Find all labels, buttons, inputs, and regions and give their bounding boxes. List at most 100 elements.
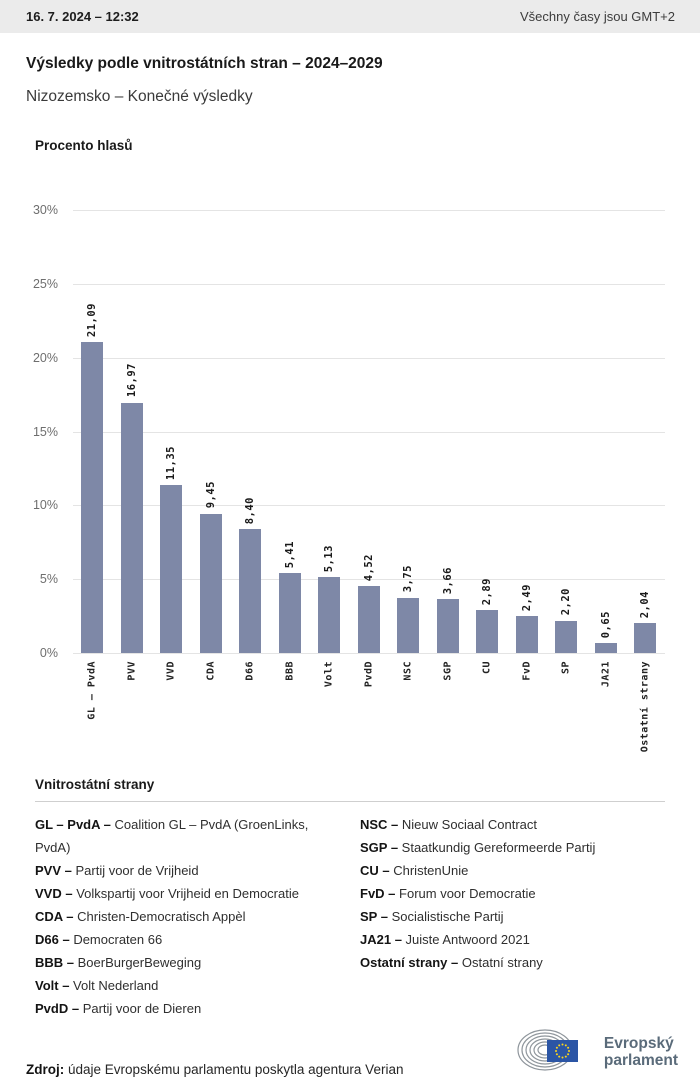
bar-value-label: 3,66 [441,566,454,594]
source-label: Zdroj: [26,1061,65,1077]
eu-parliament-logo: Evropský parlament [517,1024,678,1080]
party-name: ChristenUnie [389,863,469,878]
bar-CU [476,610,498,653]
bar-GL – PvdA [81,341,103,653]
bar-SP [555,620,577,653]
gridline [73,579,665,581]
party-name: Staatkundig Gereformeerde Partij [398,840,596,855]
party-name: Forum voor Democratie [395,886,536,901]
y-axis-tick-label: 15% [32,424,58,439]
x-axis-category-label: VVD [165,661,177,681]
party-name: Partij voor de Dieren [79,1001,202,1016]
legend-column-right: NSC – Nieuw Sociaal Contract SGP – Staatk… [360,813,675,1020]
party-name: Volkspartij voor Vrijheid en Democratie [72,886,299,901]
bar-SGP [436,598,459,653]
party-abbreviation: D66 – [35,932,70,947]
bar-chart: 0% 5% 10% 15% 20% 25% 30% 21,09 GL – PvdA 16,97 PV… [32,203,665,753]
x-axis-category-label: FvD [521,661,532,681]
party-name: Juiste Antwoord 2021 [401,932,530,947]
party-legend-title: Vnitrostátní strany [35,777,155,792]
bar-value-label: 11,35 [165,446,177,481]
x-axis-category-label: D66 [244,661,256,681]
legend-item: PVV – Partij voor de Vrijheid [35,859,330,882]
party-name: Partij voor de Vrijheid [71,863,199,878]
y-axis-tick-label: 25% [32,277,58,291]
bar-CDA [199,513,222,653]
eu-flag-icon [546,1040,578,1062]
y-axis-tick-label: 20% [32,350,58,365]
legend-item: PvdD – Partij voor de Dieren [35,997,330,1020]
party-legend: GL – PvdA – Coalition GL – PvdA (GroenLi… [35,813,675,1020]
party-abbreviation: PvdD – [35,1001,80,1016]
legend-item: GL – PvdA – Coalition GL – PvdA (GroenLi… [35,813,330,859]
legend-item: NSC – Nieuw Sociaal Contract [360,813,675,836]
gridline [73,653,665,654]
eu-parliament-hemicycle-icon [517,1029,578,1071]
source-text: údaje Evropskému parlamentu poskytla age… [68,1061,404,1077]
x-axis-category-label: PvdD [363,661,374,688]
party-abbreviation: CU – [360,863,390,878]
chart-axis-title: Procento hlasů [35,138,133,153]
party-abbreviation: SP – [360,909,388,924]
x-axis-category-label: PVV [126,661,137,681]
bar-value-label: 8,40 [244,496,256,525]
legend-item: CDA – Christen-Democratisch Appèl [35,905,330,928]
party-abbreviation: PVV – [35,863,72,878]
y-axis-tick-label: 10% [32,498,58,513]
legend-item: VVD – Volkspartij voor Vrijheid en Democ… [35,882,330,905]
eu-flag-stars [554,1043,570,1059]
bar-value-label: 16,97 [125,363,138,398]
gridline [73,284,665,285]
legend-item: FvD – Forum voor Democratie [360,882,675,905]
bar-value-label: 2,89 [481,578,493,606]
bar-VVD [160,485,182,653]
gridline [73,210,665,212]
logo-line-1: Evropský [603,1035,674,1052]
bar-value-label: 4,52 [362,554,375,582]
header-bar: 16. 7. 2024 – 12:32 Všechny časy jsou GM… [0,0,700,33]
party-name: Democraten 66 [69,932,163,947]
party-abbreviation: CDA – [35,909,74,924]
bar-NSC [397,597,419,653]
bar-PvdD [357,586,380,653]
party-abbreviation: GL – PvdA – [35,817,111,832]
bar-JA21 [594,643,617,653]
legend-column-left: GL – PvdA – Coalition GL – PvdA (GroenLi… [35,813,360,1020]
source-note: Zdroj: údaje Evropskému parlamentu posky… [26,1062,403,1077]
party-name: Socialistische Partij [387,909,504,924]
bar-PVV [120,402,143,653]
party-name: BoerBurgerBeweging [74,955,202,970]
bar-D66 [239,529,261,653]
bar-Volt [318,577,340,653]
party-abbreviation: SGP – [360,840,399,855]
party-name: Christen-Democratisch Appèl [73,909,246,924]
legend-item: BBB – BoerBurgerBeweging [35,951,330,974]
bar-Ostatní strany [634,622,656,653]
party-name: Coalition GL – PvdA (GroenLinks, PvdA) [35,817,309,855]
x-axis-category-label: Ostatní strany [639,661,651,753]
x-axis-category-label: BBB [284,661,295,681]
x-axis-category-label: CU [481,661,493,675]
page-subtitle: Nizozemsko – Konečné výsledky [26,88,253,105]
legend-item: JA21 – Juiste Antwoord 2021 [360,928,675,951]
legend-item: SGP – Staatkundig Gereformeerde Partij [360,836,675,859]
eu-parliament-logo-text: Evropský parlament [604,1035,678,1069]
x-axis-category-label: SP [560,661,572,675]
party-abbreviation: Volt – [35,978,70,993]
party-name: Ostatní strany [458,955,543,970]
party-abbreviation: VVD – [35,886,73,901]
bar-value-label: 5,13 [323,544,335,573]
gridline [73,357,665,359]
party-name: Nieuw Sociaal Contract [398,817,538,832]
x-axis-category-label: GL – PvdA [86,661,98,720]
bar-value-label: 0,65 [599,611,612,639]
x-axis-category-label: CDA [205,661,216,681]
gridline [73,505,665,507]
bar-value-label: 3,75 [402,565,414,593]
bar-value-label: 2,04 [639,590,651,618]
header-datetime: 16. 7. 2024 – 12:32 [26,9,139,24]
party-name: Volt Nederland [69,978,159,993]
bar-value-label: 9,45 [204,481,217,509]
legend-item: CU – ChristenUnie [360,859,675,882]
